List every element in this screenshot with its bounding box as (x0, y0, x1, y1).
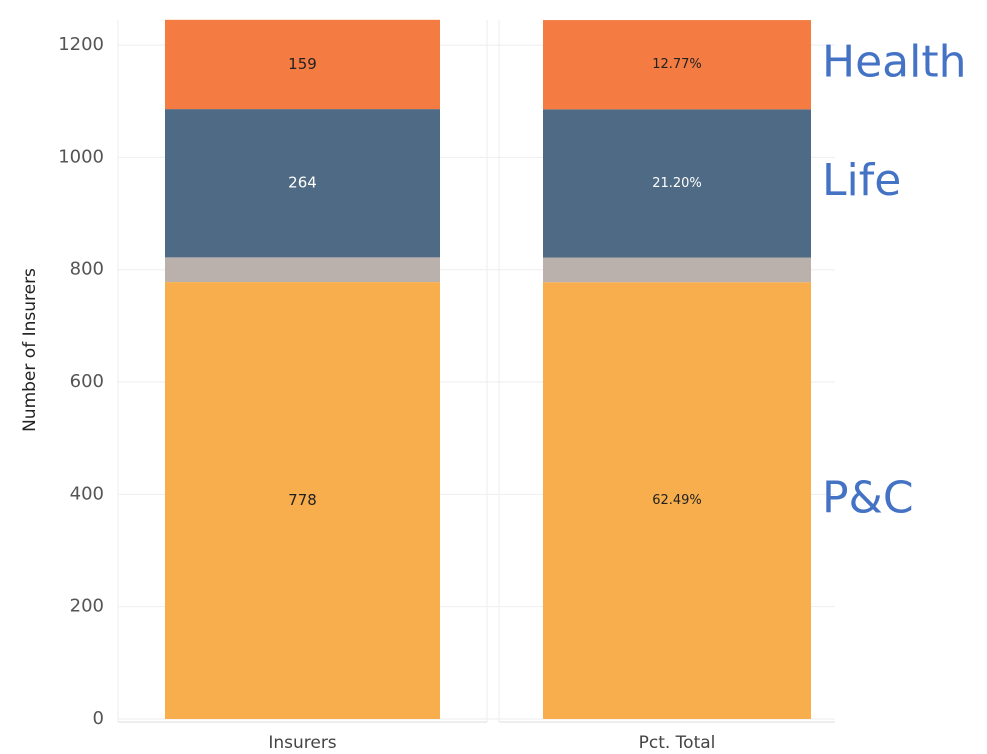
bar-segment (543, 282, 811, 719)
y-tick-label: 200 (70, 596, 104, 617)
y-tick-label: 0 (93, 708, 104, 729)
y-tick-label: 1000 (58, 146, 104, 167)
x-tick-label: Insurers (268, 733, 336, 753)
y-axis-label: Number of Insurers (20, 268, 40, 432)
y-tick-label: 400 (70, 483, 104, 504)
y-tick-label: 1200 (58, 34, 104, 55)
bar-segment (165, 19, 440, 110)
data-label: 12.77% (652, 57, 702, 72)
bar-segment (543, 109, 811, 258)
data-label: 62.49% (652, 493, 702, 508)
data-label: 264 (288, 174, 317, 192)
bar-segment (543, 20, 811, 110)
y-tick-label: 800 (70, 259, 104, 280)
bar-segment (165, 282, 440, 719)
data-label: 778 (288, 491, 317, 509)
legend-label: Health (822, 36, 966, 87)
legend-label: Life (822, 155, 901, 206)
bar-segment (165, 109, 440, 258)
bar-segment (543, 257, 811, 283)
data-label: 159 (288, 55, 317, 73)
bar-segment (165, 257, 440, 283)
x-tick-label: Pct. Total (639, 733, 716, 753)
y-tick-label: 600 (70, 371, 104, 392)
legend-label: P&C (822, 473, 914, 524)
data-label: 21.20% (652, 176, 702, 191)
